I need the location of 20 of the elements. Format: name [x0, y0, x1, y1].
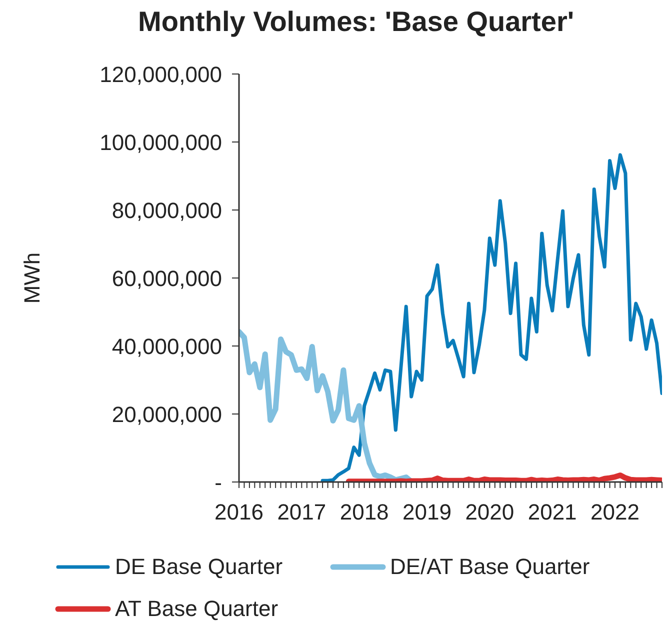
legend-label: AT Base Quarter	[115, 596, 278, 622]
y-tick-label: -	[214, 470, 222, 495]
x-tick-label: 2016	[214, 500, 264, 525]
y-axis-title: MWh	[20, 252, 44, 304]
y-tick-label: 40,000,000	[112, 334, 222, 359]
y-tick-label: 60,000,000	[112, 266, 222, 291]
chart-title: Monthly Volumes: 'Base Quarter'	[137, 5, 575, 39]
x-tick-label: 2019	[402, 500, 452, 525]
line-series	[320, 153, 662, 482]
x-tick-label: 2018	[340, 500, 389, 525]
y-tick-label: 100,000,000	[100, 130, 222, 155]
x-tick-label: 2020	[465, 500, 514, 525]
legend-label: DE Base Quarter	[115, 554, 283, 580]
x-tick-label: 2022	[590, 500, 640, 525]
y-tick-label: 20,000,000	[112, 402, 222, 427]
y-tick-label: 120,000,000	[100, 62, 222, 87]
y-tick-label: 80,000,000	[112, 198, 222, 223]
x-tick-label: 2017	[277, 500, 326, 525]
x-tick-label: 2021	[528, 500, 577, 525]
legend-label: DE/AT Base Quarter	[390, 554, 590, 580]
